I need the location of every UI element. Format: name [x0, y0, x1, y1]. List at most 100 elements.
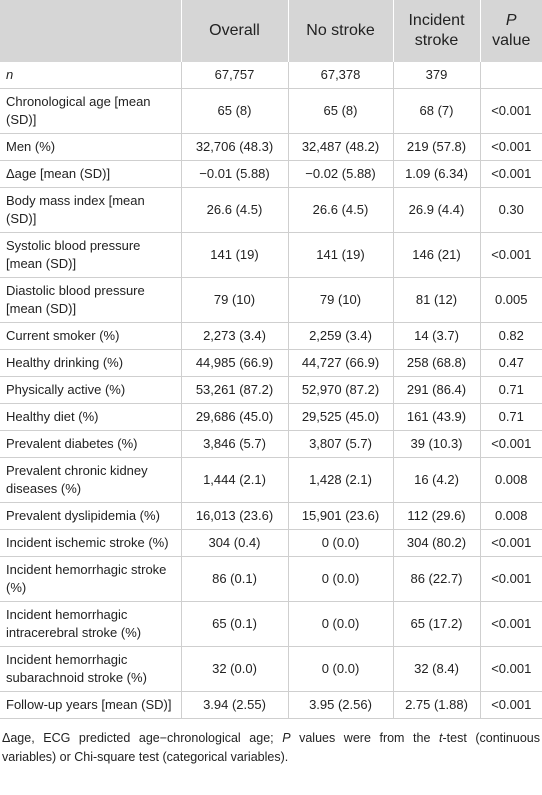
table-row: Incident hemorrhagic intracerebral strok…: [0, 601, 542, 647]
cell: 1,444 (2.1): [181, 457, 289, 503]
header-cell: [0, 0, 182, 62]
cell-text: 65 (8): [323, 103, 358, 118]
table-row: Δage [mean (SD)] −0.01 (5.88) −0.02 (5.88)…: [0, 160, 542, 188]
row-label: Δage [mean (SD)]: [0, 160, 182, 188]
cell: 26.6 (4.5): [181, 187, 289, 233]
cell: 32 (8.4): [393, 646, 481, 692]
cell-text: 86 (22.7): [410, 571, 463, 586]
cell-text: 219 (57.8): [406, 139, 467, 154]
cell-text: 0.71: [498, 409, 524, 424]
cell: 379: [393, 62, 481, 89]
cell: 67,378: [288, 62, 394, 89]
cell: 79 (10): [288, 277, 394, 323]
cell-text: <0.001: [491, 571, 532, 586]
cell: <0.001: [480, 646, 542, 692]
cell-text: 3,807 (5.7): [309, 436, 372, 451]
cell: 141 (19): [181, 232, 289, 278]
cell-text: 0 (0.0): [321, 571, 360, 586]
cell-text: 53,261 (87.2): [195, 382, 274, 397]
cell: 26.9 (4.4): [393, 187, 481, 233]
cell: 32,706 (48.3): [181, 133, 289, 161]
cell: 258 (68.8): [393, 349, 481, 377]
cell-text: Follow-up years [mean (SD)]: [6, 697, 172, 712]
cell-text: Systolic blood pressure [mean (SD)]: [6, 238, 141, 271]
cell-text: 0 (0.0): [321, 616, 360, 631]
footnote: Δage, ECG predicted age−chronological ag…: [0, 719, 542, 767]
cell-text: 3,846 (5.7): [203, 436, 266, 451]
cell: 141 (19): [288, 232, 394, 278]
cell: 3.94 (2.55): [181, 691, 289, 719]
cell: −0.02 (5.88): [288, 160, 394, 188]
cell: [480, 62, 542, 89]
cell-text: <0.001: [491, 436, 532, 451]
cell-text: 68 (7): [419, 103, 454, 118]
table-row: Prevalent diabetes (%) 3,846 (5.7) 3,807 (…: [0, 430, 542, 458]
cell: 2.75 (1.88): [393, 691, 481, 719]
row-label: Incident hemorrhagic subarachnoid stroke…: [0, 646, 182, 692]
cell-text: 65 (0.1): [212, 616, 257, 631]
cell: 0 (0.0): [288, 556, 394, 602]
cell-text: 0 (0.0): [321, 535, 360, 550]
cell: 79 (10): [181, 277, 289, 323]
cell: 0 (0.0): [288, 529, 394, 557]
header-cell: No stroke: [288, 0, 394, 62]
cell-text: Physically active (%): [6, 382, 126, 397]
cell-text: 67,757: [214, 67, 255, 82]
cell-text: 0 (0.0): [321, 661, 360, 676]
cell: 65 (8): [181, 88, 289, 134]
cell-text: −0.02 (5.88): [305, 166, 376, 181]
cell-text: <0.001: [491, 247, 532, 262]
cell: 32,487 (48.2): [288, 133, 394, 161]
cell: 2,259 (3.4): [288, 322, 394, 350]
table-row: Incident hemorrhagic stroke (%) 86 (0.1) 0…: [0, 556, 542, 602]
row-label: Prevalent dyslipidemia (%): [0, 502, 182, 530]
cell-text: <0.001: [491, 535, 532, 550]
cell-text: 39 (10.3): [410, 436, 463, 451]
table-row: Systolic blood pressure [mean (SD)] 141 (…: [0, 232, 542, 278]
cell-text: <0.001: [491, 166, 532, 181]
cell-text: <0.001: [491, 616, 532, 631]
table-row: Chronological age [mean (SD)] 65 (8) 65 (8…: [0, 88, 542, 134]
cell-text: Incident hemorrhagic subarachnoid stroke…: [6, 652, 147, 685]
footnote-text: -test (continuous variables) or Chi-squa…: [2, 731, 540, 764]
cell-text: 0.005: [494, 292, 528, 307]
cell: 3,807 (5.7): [288, 430, 394, 458]
cell-text: Current smoker (%): [6, 328, 120, 343]
table-row: Prevalent dyslipidemia (%) 16,013 (23.6) 1…: [0, 502, 542, 530]
cell: 29,525 (45.0): [288, 403, 394, 431]
cell-text: 0.008: [494, 472, 528, 487]
cell: 65 (8): [288, 88, 394, 134]
table-row: Incident hemorrhagic subarachnoid stroke…: [0, 646, 542, 692]
cell: 0 (0.0): [288, 601, 394, 647]
cell: 0.008: [480, 457, 542, 503]
cell: 81 (12): [393, 277, 481, 323]
cell-text: 291 (86.4): [406, 382, 467, 397]
cell-text: 29,686 (45.0): [195, 409, 274, 424]
cell-text: Diastolic blood pressure [mean (SD)]: [6, 283, 145, 316]
row-label: Diastolic blood pressure [mean (SD)]: [0, 277, 182, 323]
cell-text: 32 (8.4): [414, 661, 459, 676]
cell: 44,985 (66.9): [181, 349, 289, 377]
cell: 52,970 (87.2): [288, 376, 394, 404]
cell-text: 32,706 (48.3): [195, 139, 274, 154]
cell-text: −0.01 (5.88): [199, 166, 270, 181]
cell: 65 (0.1): [181, 601, 289, 647]
cell: −0.01 (5.88): [181, 160, 289, 188]
cell-text: 26.6 (4.5): [206, 202, 263, 217]
cell-text: 15,901 (23.6): [301, 508, 380, 523]
cell-text: Healthy drinking (%): [6, 355, 124, 370]
table-row: Men (%) 32,706 (48.3) 32,487 (48.2) 219 (57…: [0, 133, 542, 161]
cell: 68 (7): [393, 88, 481, 134]
row-label: Healthy diet (%): [0, 403, 182, 431]
cell: 26.6 (4.5): [288, 187, 394, 233]
cell-text: Chronological age [mean (SD)]: [6, 94, 151, 127]
table-row: Healthy drinking (%) 44,985 (66.9) 44,727 …: [0, 349, 542, 377]
cell: 146 (21): [393, 232, 481, 278]
cell-text: 16 (4.2): [414, 472, 459, 487]
footnote-text: P: [282, 731, 291, 745]
cell-text: 258 (68.8): [406, 355, 467, 370]
cell: 0.008: [480, 502, 542, 530]
cell-text: 79 (10): [319, 292, 362, 307]
